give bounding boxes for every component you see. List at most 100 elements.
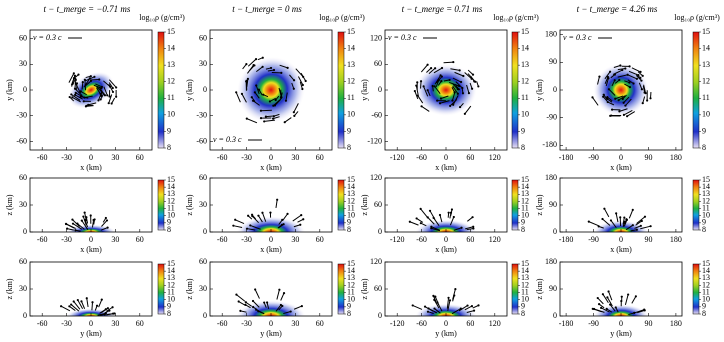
arrow-head [71, 222, 75, 225]
velocity-arrow [106, 312, 115, 316]
x-tick-label: 60 [316, 235, 324, 244]
colorbar-tick-label: 11 [167, 203, 175, 212]
x-tick-label: -120 [390, 319, 405, 328]
y-tick-label: 0 [203, 85, 207, 94]
velocity-arrow [452, 85, 459, 95]
arrow-head [632, 82, 635, 85]
y-tick-label: 0 [23, 227, 27, 236]
colorbar-tick-label: 11 [167, 287, 175, 296]
colorbar-tick-label: 10 [167, 211, 175, 220]
colorbar-tick-label: 9 [521, 126, 525, 135]
velocity-arrow [289, 74, 295, 81]
y-tick-label: 120 [370, 173, 382, 182]
arrow-head [115, 95, 118, 98]
arrow-head [600, 306, 603, 309]
arrow-head [234, 218, 237, 221]
x-tick-label: 30 [111, 235, 119, 244]
panel: -60 -30 0 30 60 0 30 60 x (km) z (km) 891011121314… [5, 173, 175, 254]
y-tick-label: -180 [542, 140, 557, 149]
velocity-arrow [449, 216, 455, 226]
arrow-head [89, 75, 92, 78]
arrow-head [240, 92, 244, 95]
x-tick-label: 30 [111, 153, 119, 162]
arrow-head [613, 79, 616, 82]
colorbar [511, 263, 519, 315]
y-axis-label: y (km) [185, 79, 194, 101]
arrow-head [635, 228, 638, 231]
velocity-arrow [467, 69, 474, 75]
velocity-arrow [454, 71, 464, 77]
velocity-arrow [300, 72, 307, 82]
velocity-arrow [434, 308, 441, 314]
panel: -120 -60 0 60 120 -120 -60 0 60 120 x (km) y (km) t … [360, 4, 539, 172]
arrow-head [621, 68, 624, 72]
arrow-head [416, 81, 419, 84]
colorbar-tick-label: 14 [167, 266, 175, 275]
arrow-head [68, 305, 71, 308]
arrow-head [59, 305, 63, 308]
panel-title: t − t_merge = 4.26 ms [577, 4, 658, 14]
arrow-head [631, 224, 634, 227]
arrow-head [597, 303, 601, 306]
y-tick-label: 30 [19, 59, 27, 68]
velocity-arrow [464, 105, 472, 115]
x-tick-label: -120 [390, 153, 405, 162]
arrow-head [440, 75, 443, 78]
y-tick-label: 180 [545, 173, 557, 182]
y-tick-label: 30 [19, 284, 27, 293]
velocity-arrow [439, 214, 443, 223]
arrow-head [626, 115, 629, 118]
panel: -60 -30 0 30 60 0 30 60 y (km) z (km) 891011121314… [185, 257, 355, 338]
colorbar-tick-label: 9 [702, 218, 706, 227]
velocity-arrow [81, 301, 86, 309]
x-tick-label: 120 [489, 235, 501, 244]
colorbar-tick-label: 10 [702, 211, 710, 220]
colorbar-label: log₁₀ρ (g/cm³) [493, 13, 539, 22]
arrow-head [477, 304, 480, 307]
x-tick-label: 60 [136, 153, 144, 162]
arrow-head [426, 216, 429, 219]
velocity-arrow [101, 307, 109, 314]
arrow-head [110, 102, 113, 105]
velocity-arrow [276, 289, 280, 300]
arrow-head [458, 84, 461, 88]
velocity-arrow [292, 214, 302, 222]
velocity-arrow [272, 116, 280, 120]
arrow-head [244, 303, 247, 306]
arrow-head [434, 67, 437, 70]
arrow-head [635, 77, 639, 80]
y-tick-label: 60 [374, 284, 382, 293]
velocity-arrow [433, 217, 440, 226]
velocity-arrow [258, 215, 263, 223]
x-tick-label: 0 [269, 153, 273, 162]
velocity-arrow [84, 95, 93, 99]
y-tick-label: 90 [549, 57, 557, 66]
arrow-head [246, 77, 250, 80]
arrow-head [83, 211, 86, 214]
velocity-arrow [417, 95, 424, 104]
panel: -180 -90 0 90 180 -180 -90 0 90 180 x (km) y (km) t … [535, 4, 720, 172]
velocity-arrow [604, 76, 609, 84]
arrow-head [265, 301, 269, 304]
arrow-head [618, 110, 621, 113]
arrow-head [623, 216, 626, 219]
arrow-head [68, 95, 71, 99]
colorbar-tick-label: 9 [702, 126, 706, 135]
colorbar-tick-label: 15 [347, 175, 355, 184]
y-tick-label: -30 [196, 111, 207, 120]
x-tick-label: -60 [416, 153, 427, 162]
x-tick-label: -60 [37, 153, 48, 162]
velocity-arrow [251, 215, 259, 224]
velocity-arrow [90, 78, 100, 81]
arrow-head [279, 96, 283, 99]
velocity-arrow [604, 71, 611, 80]
annotation: v = 0.3 c [213, 135, 242, 144]
x-tick-label: 180 [670, 235, 682, 244]
colorbar-label: log₁₀ρ (g/cm³) [674, 13, 720, 22]
y-tick-label: 0 [23, 311, 27, 320]
arrow-head [452, 103, 455, 106]
colorbar-tick-label: 11 [521, 93, 529, 102]
arrow-head [251, 215, 254, 218]
velocity-arrow [108, 82, 114, 89]
